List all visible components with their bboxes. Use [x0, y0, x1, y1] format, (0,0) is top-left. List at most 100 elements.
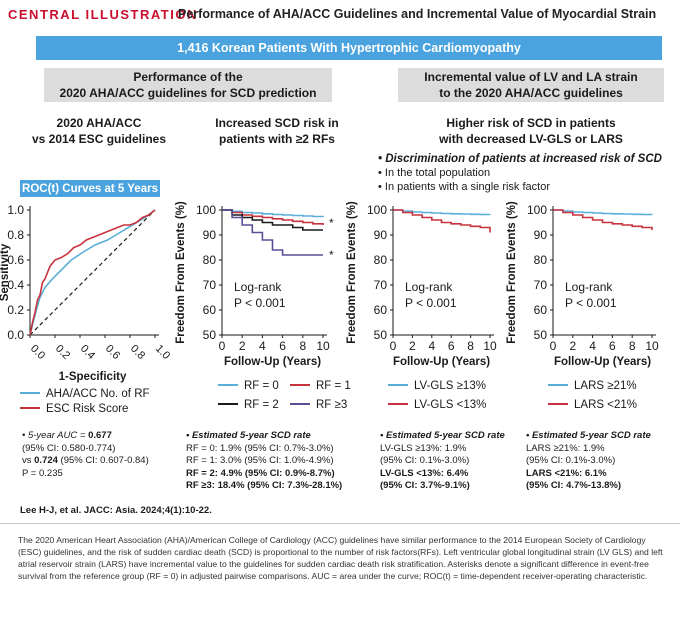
y-tick-label: 100: [527, 203, 547, 217]
legend-label: LARS ≥21%: [574, 380, 637, 392]
legend-label: LARS <21%: [574, 399, 637, 411]
roc-auc-line: • 5-year AUC = 0.677: [22, 430, 112, 441]
figure-title: Performance of AHA/ACC Guidelines and In…: [178, 7, 657, 21]
aha-vs-esc-line1: 2020 AHA/ACC: [56, 116, 142, 130]
stats-line: RF = 0: 1.9% (95% CI: 0.7%-3.0%): [186, 442, 334, 454]
series-line: [553, 209, 653, 230]
divider: [0, 523, 680, 524]
x-tick-label: 8: [299, 339, 306, 353]
x-tick-label: 6: [279, 339, 286, 353]
gls-stats: • Estimated 5-year SCD rate LV-GLS ≥13%: …: [380, 430, 530, 493]
discrimination-heading: • Discrimination of patients at increase…: [378, 153, 662, 165]
y-tick-label: 1.0: [7, 203, 24, 217]
guidelines-performance-box: Performance of the 2020 AHA/ACC guidelin…: [44, 68, 332, 102]
discrimination-item-text: In patients with a single risk factor: [384, 181, 550, 193]
legend-label: LV-GLS <13%: [414, 399, 486, 411]
y-tick-label: 0.6: [7, 253, 24, 267]
roc-compare-prefix: vs: [22, 455, 35, 466]
higher-risk-line1: Higher risk of SCD in patients: [446, 116, 616, 130]
roc-auc-value: 0.677: [88, 430, 112, 441]
x-tick-label: 2: [239, 339, 246, 353]
increased-risk-label: Increased SCD risk in patients with ≥2 R…: [192, 115, 362, 147]
x-tick-label: 10: [645, 339, 659, 353]
legend-label: AHA/ACC No. of RF: [46, 388, 150, 400]
y-axis-label: Freedom From Events (%): [346, 201, 358, 344]
x-tick-label: 0: [390, 339, 397, 353]
x-tick-label: 8: [467, 339, 474, 353]
discrimination-bullets: • Discrimination of patients at increase…: [378, 152, 662, 194]
legend-label: RF = 0: [244, 380, 279, 392]
x-tick-label: 10: [316, 339, 330, 353]
legend-label: ESC Risk Score: [46, 403, 128, 415]
y-tick-label: 50: [534, 328, 548, 342]
pvalue-label: P < 0.001: [565, 296, 617, 310]
y-tick-label: 50: [203, 328, 217, 342]
pvalue-label: P < 0.001: [234, 296, 286, 310]
series-line: [222, 209, 323, 231]
y-tick-label: 80: [534, 253, 548, 267]
roc-stats: • 5-year AUC = 0.677 (95% CI: 0.580-0.77…: [22, 430, 187, 480]
stats-heading: • Estimated 5-year SCD rate: [380, 430, 505, 441]
legend-label: LV-GLS ≥13%: [414, 380, 486, 392]
series-line: [29, 209, 156, 336]
figure-caption: The 2020 American Heart Association (AHA…: [18, 535, 663, 581]
higher-risk-label: Higher risk of SCD in patients with decr…: [398, 115, 664, 147]
y-tick-label: 70: [534, 278, 548, 292]
stats-line: RF ≥3: 18.4% (95% CI: 7.3%-28.1%): [186, 480, 343, 491]
x-tick-label: 4: [259, 339, 266, 353]
x-axis-label: 1-Specificity: [59, 371, 127, 383]
x-tick-label: 1.0: [153, 343, 172, 362]
stats-line: RF = 2: 4.9% (95% CI: 0.9%-8.7%): [186, 467, 335, 479]
series-line: [553, 209, 653, 216]
series-line: [222, 209, 324, 218]
logrank-label: Log-rank: [405, 280, 453, 294]
x-tick-label: 6: [609, 339, 616, 353]
stats-line: RF = 1: 3.0% (95% CI: 1.0%-4.9%): [186, 455, 334, 466]
x-tick-label: 4: [428, 339, 435, 353]
y-tick-label: 0.4: [7, 278, 24, 292]
y-tick-label: 90: [374, 228, 388, 242]
x-tick-label: 10: [483, 339, 497, 353]
x-tick-label: 6: [448, 339, 455, 353]
stats-line: (95% CI: 0.1%-3.0%): [380, 455, 470, 466]
roc-compare-value: 0.724: [34, 455, 58, 466]
y-tick-label: 0.2: [7, 303, 24, 317]
y-tick-label: 90: [534, 228, 548, 242]
pvalue-label: P < 0.001: [405, 296, 457, 310]
guidelines-performance-line2: 2020 AHA/ACC guidelines for SCD predicti…: [59, 86, 317, 100]
stats-line: (95% CI: 4.7%-13.8%): [526, 480, 622, 491]
stats-line: LARS <21%: 6.1%: [526, 467, 607, 479]
x-tick-label: 8: [629, 339, 636, 353]
y-tick-label: 90: [203, 228, 217, 242]
series-line: [393, 209, 491, 233]
discrimination-item: • In the total population: [378, 167, 491, 179]
y-tick-label: 60: [203, 303, 217, 317]
y-tick-label: 70: [374, 278, 388, 292]
strain-value-line1: Incremental value of LV and LA strain: [424, 70, 638, 84]
x-tick-label: 0.2: [53, 343, 72, 362]
series-line: [29, 209, 156, 336]
roc-pvalue-line: P = 0.235: [22, 467, 63, 479]
stats-heading: • Estimated 5-year SCD rate: [186, 430, 311, 441]
series-line: [393, 209, 491, 216]
citation: Lee H-J, et al. JACC: Asia. 2024;4(1):10…: [20, 505, 212, 516]
strain-value-box: Incremental value of LV and LA strain to…: [398, 68, 664, 102]
x-tick-label: 2: [569, 339, 576, 353]
stats-line: LV-GLS ≥13%: 1.9%: [380, 442, 467, 454]
logrank-label: Log-rank: [565, 280, 613, 294]
roc-auc-label: 5-year AUC =: [27, 430, 89, 441]
reference-diagonal: [29, 209, 156, 336]
aha-vs-esc-label: 2020 AHA/ACC vs 2014 ESC guidelines: [14, 115, 184, 147]
rf-stats: • Estimated 5-year SCD rate RF = 0: 1.9% …: [186, 430, 376, 493]
x-axis-label: Follow-Up (Years): [224, 356, 321, 368]
y-tick-label: 50: [374, 328, 388, 342]
stats-line: (95% CI: 0.1%-3.0%): [526, 455, 616, 466]
y-axis-label: Sensitivity: [0, 243, 11, 301]
x-axis-label: Follow-Up (Years): [393, 356, 490, 368]
stats-line: (95% CI: 3.7%-9.1%): [380, 480, 470, 491]
header: CENTRAL ILLUSTRATION Performance of AHA/…: [0, 0, 680, 30]
roc-tag: ROC(t) Curves at 5 Years: [20, 180, 160, 197]
lars-stats: • Estimated 5-year SCD rate LARS ≥21%: 1.…: [526, 430, 676, 493]
y-axis-label: Freedom From Events (%): [506, 201, 518, 344]
legend-label: RF = 2: [244, 399, 279, 411]
